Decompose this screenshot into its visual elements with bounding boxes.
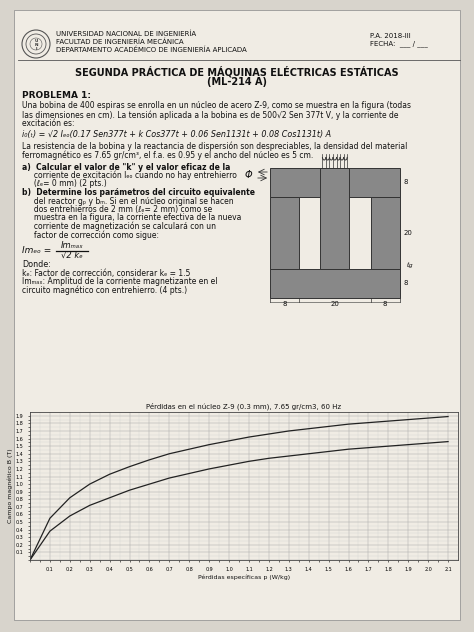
Text: N: N	[34, 43, 38, 47]
Text: i₀(ₜ) = √2 Iₑₒ(0.17 Sen377t + k Cos377t + 0.06 Sen1131t + 0.08 Cos1131t) A: i₀(ₜ) = √2 Iₑₒ(0.17 Sen377t + k Cos377t …	[22, 130, 331, 140]
Text: 8: 8	[383, 301, 387, 307]
Text: Imₘₐₓ: Imₘₐₓ	[61, 241, 83, 250]
Text: Imₑₒ =: Imₑₒ =	[22, 246, 51, 255]
Text: Φ: Φ	[244, 170, 252, 180]
Text: Una bobina de 400 espiras se enrolla en un núcleo de acero Z-9, como se muestra : Una bobina de 400 espiras se enrolla en …	[22, 102, 411, 111]
Title: Pérdidas en el núcleo Z-9 (0.3 mm), 7.65 gr/cm3, 60 Hz: Pérdidas en el núcleo Z-9 (0.3 mm), 7.65…	[146, 403, 342, 410]
Text: dos entrehierros de 2 mm (ℓₑ= 2 mm) como se: dos entrehierros de 2 mm (ℓₑ= 2 mm) como…	[22, 205, 212, 214]
Text: corriente de excitación Iₑₒ cuando no hay entrehierro: corriente de excitación Iₑₒ cuando no ha…	[22, 171, 237, 180]
Text: kₑ: Factor de corrección, considerar kₑ = 1.5: kₑ: Factor de corrección, considerar kₑ …	[22, 269, 191, 278]
Text: (ℓₑ= 0 mm) (2 pts.): (ℓₑ= 0 mm) (2 pts.)	[22, 179, 107, 188]
Text: √2 kₑ: √2 kₑ	[61, 251, 83, 260]
Text: FECHA:  ___ / ___: FECHA: ___ / ___	[370, 40, 428, 47]
Text: Donde:: Donde:	[22, 260, 51, 269]
Text: las dimensiones en cm). La tensión aplicada a la bobina es de 500√2 Sen 377t V, : las dimensiones en cm). La tensión aplic…	[22, 110, 399, 119]
Text: Imₘₐₓ: Amplitud de la corriente magnetizante en el: Imₘₐₓ: Amplitud de la corriente magnetiz…	[22, 277, 218, 286]
Text: (ML-214 A): (ML-214 A)	[207, 77, 267, 87]
Text: I: I	[35, 47, 37, 51]
Bar	[270, 269, 400, 298]
Text: factor de corrección como sigue:: factor de corrección como sigue:	[22, 230, 159, 240]
Bar	[371, 197, 400, 269]
Text: b)  Determine los parámetros del circuito equivalente: b) Determine los parámetros del circuito…	[22, 188, 255, 197]
Text: FACULTAD DE INGENIERÍA MECÁNICA: FACULTAD DE INGENIERÍA MECÁNICA	[56, 39, 183, 46]
Text: P.A. 2018-III: P.A. 2018-III	[370, 33, 411, 39]
Bar	[320, 168, 349, 269]
Text: del reactor gₚ y bₘ. Si en el núcleo original se hacen: del reactor gₚ y bₘ. Si en el núcleo ori…	[22, 197, 234, 205]
Text: PROBLEMA 1:: PROBLEMA 1:	[22, 92, 91, 100]
Text: muestra en la figura, la corriente efectiva de la nueva: muestra en la figura, la corriente efect…	[22, 214, 241, 222]
Text: UNIVERSIDAD NACIONAL DE INGENIERÍA: UNIVERSIDAD NACIONAL DE INGENIERÍA	[56, 31, 196, 37]
Text: excitación es:: excitación es:	[22, 119, 74, 128]
Text: La resistencia de la bobina y la reactancia de dispersión son despreciables, la : La resistencia de la bobina y la reactan…	[22, 141, 407, 151]
Text: 8: 8	[282, 301, 287, 307]
Text: U: U	[34, 39, 38, 43]
Text: a)  Calcular el valor de "k" y el valor eficaz de la: a) Calcular el valor de "k" y el valor e…	[22, 162, 230, 171]
Text: ferromagnético es 7.65 gr/cm³, el f.a. es 0.95 y el ancho del núcleo es 5 cm.: ferromagnético es 7.65 gr/cm³, el f.a. e…	[22, 150, 313, 160]
Y-axis label: Campo magnético B (T): Campo magnético B (T)	[8, 449, 13, 523]
Bar	[270, 168, 400, 197]
Text: 8: 8	[403, 179, 408, 185]
X-axis label: Pérdidas específicas p (W/kg): Pérdidas específicas p (W/kg)	[198, 574, 290, 580]
Text: ℓg: ℓg	[406, 262, 412, 267]
Text: corriente de magnetización se calculará con un: corriente de magnetización se calculará …	[22, 222, 216, 231]
Text: DEPARTAMENTO ACADÉMICO DE INGENIERÍA APLICADA: DEPARTAMENTO ACADÉMICO DE INGENIERÍA APL…	[56, 47, 247, 53]
Text: 20: 20	[330, 301, 339, 307]
Bar	[270, 197, 299, 269]
Text: SEGUNDA PRÁCTICA DE MÁQUINAS ELÉCTRICAS ESTÁTICAS: SEGUNDA PRÁCTICA DE MÁQUINAS ELÉCTRICAS …	[75, 66, 399, 78]
Text: 8: 8	[403, 280, 408, 286]
Text: circuito magnético con entrehierro. (4 pts.): circuito magnético con entrehierro. (4 p…	[22, 286, 187, 295]
Text: 20: 20	[403, 230, 412, 236]
